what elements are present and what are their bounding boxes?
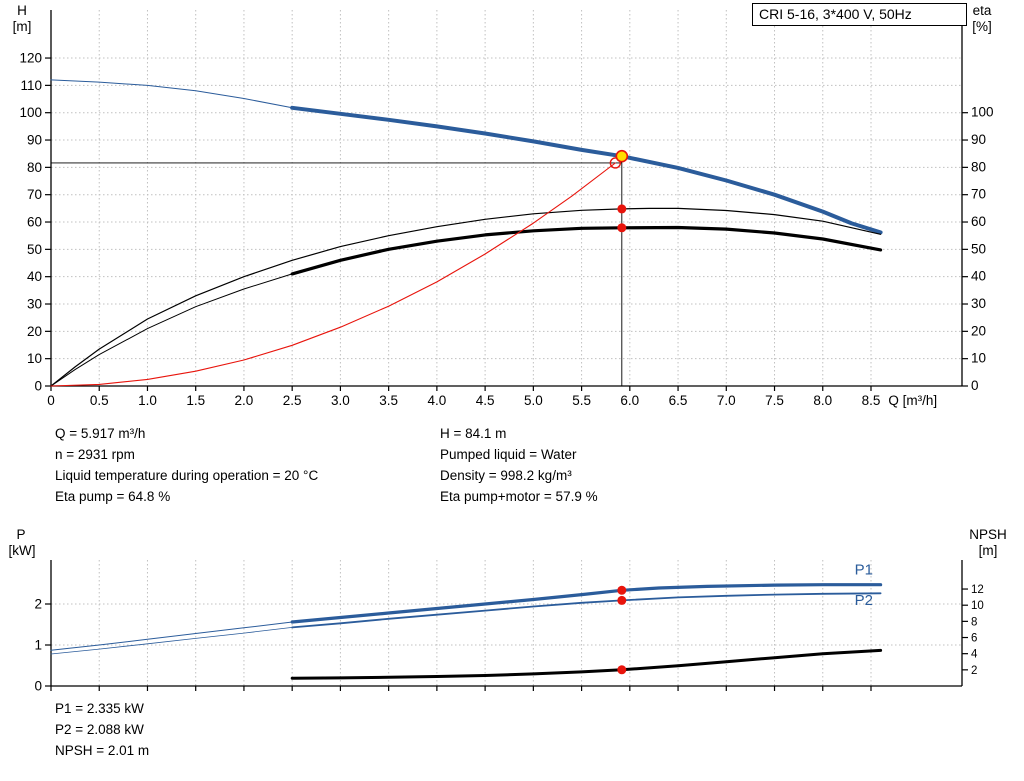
right-tick-label: 90 — [971, 132, 986, 147]
x-tick-label: 7.5 — [765, 393, 784, 408]
eta-axis-unit: [%] — [972, 19, 992, 34]
right-tick-label: 4 — [971, 649, 978, 661]
p2-label: P2 — [855, 592, 873, 609]
x-tick-label: 3.5 — [379, 393, 398, 408]
right-tick-label: 60 — [971, 214, 986, 229]
x-tick-label: 4.0 — [427, 393, 446, 408]
left-tick-label: 0 — [34, 679, 42, 694]
right-tick-label: 8 — [971, 616, 977, 628]
duty-point — [615, 149, 629, 163]
p1-curve-lead — [50, 621, 293, 651]
left-tick-label: 60 — [27, 215, 42, 230]
npsh-axis-title: NPSH — [969, 527, 1007, 542]
info-density: Density = 998.2 kg/m³ — [440, 468, 572, 483]
info-pumped-liquid: Pumped liquid = Water — [440, 447, 577, 462]
x-tick-label: 8.5 — [862, 393, 881, 408]
system-intersect-circle — [609, 157, 622, 169]
p2-dot — [617, 595, 627, 605]
left-tick-label: 100 — [19, 105, 42, 120]
left-tick-label: 10 — [27, 351, 42, 366]
info-p1: P1 = 2.335 kW — [55, 701, 144, 716]
p-axis-unit: [kW] — [8, 543, 36, 558]
p2-curve-lead — [50, 627, 293, 655]
eta-pump-motor-dot — [617, 223, 627, 233]
x-tick-label: 1.0 — [138, 393, 157, 408]
qh-curve-lead — [50, 79, 293, 109]
p1-dot — [617, 585, 627, 595]
x-tick-label: 6.0 — [620, 393, 639, 408]
x-tick-label: 7.0 — [717, 393, 736, 408]
x-tick-label: 4.5 — [476, 393, 495, 408]
info-head: H = 84.1 m — [440, 426, 507, 441]
info-eta-pump-motor: Eta pump+motor = 57.9 % — [440, 489, 598, 504]
x-tick-label: 0 — [47, 393, 55, 408]
x-tick-label: 1.5 — [186, 393, 205, 408]
h-axis-unit: [m] — [12, 19, 32, 34]
power-info-block: P1 = 2.335 kW P2 = 2.088 kW NPSH = 2.01 … — [55, 698, 149, 761]
eta-pump-motor-curve-lead — [50, 273, 293, 387]
x-tick-label: 6.5 — [669, 393, 688, 408]
duty-info-right-column: H = 84.1 m Pumped liquid = Water Density… — [440, 423, 598, 507]
eta-pump-curve — [50, 207, 882, 387]
eta-pump-motor-curve — [290, 225, 883, 276]
right-tick-label: 12 — [971, 584, 984, 596]
qh-eta-chart-canvas: 0 10 20 30 40 50 60 70 80 90 100 110 120 0 10 20 30 40 50 6… — [19, 10, 994, 408]
left-tick-label: 30 — [27, 297, 42, 312]
eta-axis-title: eta — [972, 3, 992, 18]
p1-label: P1 — [855, 561, 873, 578]
eta-pump-dot — [617, 204, 627, 214]
left-tick-label: 2 — [34, 597, 42, 612]
right-tick-label: 70 — [971, 187, 986, 202]
x-tick-label: 8.0 — [813, 393, 832, 408]
right-tick-label: 50 — [971, 241, 986, 256]
p-axis-title: P — [16, 527, 26, 542]
left-tick-label: 1 — [34, 638, 42, 653]
info-eta-pump: Eta pump = 64.8 % — [55, 489, 171, 504]
npsh-curve — [290, 648, 883, 680]
npsh-dot — [617, 665, 627, 675]
right-tick-label: 6 — [971, 633, 977, 645]
x-tick-label: 2.5 — [283, 393, 302, 408]
info-flow: Q = 5.917 m³/h — [55, 426, 146, 441]
qh-curve — [290, 105, 883, 235]
h-axis-title: H — [17, 3, 27, 18]
right-tick-label: 100 — [971, 105, 994, 120]
left-tick-label: 0 — [34, 379, 42, 394]
x-tick-label: 3.0 — [331, 393, 350, 408]
left-tick-label: 40 — [27, 269, 42, 284]
right-tick-label: 10 — [971, 600, 984, 612]
duty-info-left-column: Q = 5.917 m³/h n = 2931 rpm Liquid tempe… — [55, 423, 318, 507]
left-tick-label: 80 — [27, 160, 42, 175]
right-tick-label: 10 — [971, 351, 986, 366]
p1-curve — [290, 583, 883, 624]
x-axis-title: Q [m³/h] — [888, 393, 937, 408]
right-tick-label: 20 — [971, 323, 986, 338]
left-tick-label: 50 — [27, 242, 42, 257]
right-tick-label: 80 — [971, 159, 986, 174]
info-liquid-temperature: Liquid temperature during operation = 20… — [55, 468, 319, 483]
left-tick-label: 70 — [27, 187, 42, 202]
right-tick-label: 0 — [971, 378, 979, 393]
left-tick-label: 120 — [19, 51, 42, 66]
left-tick-label: 90 — [27, 133, 42, 148]
right-tick-label: 40 — [971, 269, 986, 284]
p2-curve — [291, 592, 882, 629]
info-speed: n = 2931 rpm — [55, 447, 135, 462]
x-tick-label: 5.0 — [524, 393, 543, 408]
npsh-axis-unit: [m] — [978, 543, 998, 558]
x-tick-label: 0.5 — [90, 393, 109, 408]
info-p2: P2 = 2.088 kW — [55, 722, 144, 737]
x-tick-label: 5.5 — [572, 393, 591, 408]
right-tick-label: 2 — [971, 665, 977, 677]
system-curve — [50, 162, 616, 387]
left-tick-label: 110 — [20, 78, 42, 93]
left-tick-label: 20 — [27, 324, 42, 339]
x-tick-label: 2.0 — [235, 393, 254, 408]
info-npsh: NPSH = 2.01 m — [55, 743, 150, 758]
right-tick-label: 30 — [971, 296, 986, 311]
pump-title-box: CRI 5-16, 3*400 V, 50Hz — [752, 3, 967, 26]
